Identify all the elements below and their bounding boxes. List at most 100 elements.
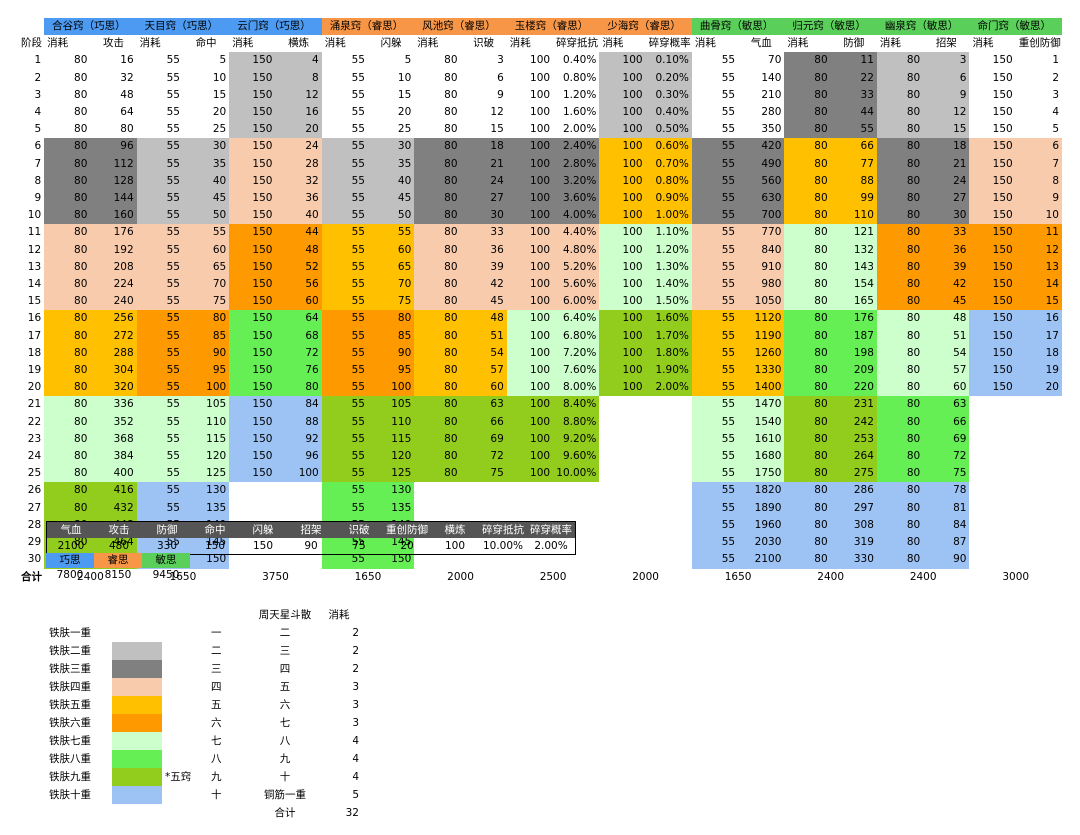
data-cell[interactable] bbox=[599, 431, 645, 448]
data-cell[interactable]: 60 bbox=[923, 379, 970, 397]
data-cell[interactable]: 0.40% bbox=[562, 54, 597, 67]
data-cell[interactable]: 8 bbox=[1015, 172, 1062, 191]
data-cell[interactable]: 18 bbox=[923, 138, 970, 156]
data-cell[interactable]: 80 bbox=[876, 499, 924, 517]
data-cell[interactable]: 14 bbox=[1015, 276, 1062, 294]
data-cell[interactable]: 87 bbox=[923, 534, 970, 552]
data-cell[interactable]: 150 bbox=[969, 155, 1016, 173]
data-cell[interactable]: 6.80% bbox=[553, 327, 600, 345]
data-cell[interactable]: 144 bbox=[90, 190, 137, 208]
data-cell[interactable]: 70 bbox=[768, 54, 782, 67]
stage-cell[interactable]: 18 bbox=[27, 346, 42, 359]
data-cell[interactable]: 12 bbox=[1015, 241, 1062, 259]
data-cell[interactable]: 80 bbox=[74, 54, 88, 67]
data-cell[interactable]: 0.80% bbox=[645, 172, 692, 191]
data-cell[interactable]: 1.30% bbox=[645, 258, 692, 277]
data-cell[interactable]: 92 bbox=[275, 430, 322, 449]
data-cell[interactable]: 55 bbox=[368, 224, 415, 242]
data-cell[interactable]: 80 bbox=[876, 362, 924, 380]
data-cell[interactable]: 150 bbox=[992, 54, 1013, 67]
stage-cell[interactable]: 2 bbox=[34, 71, 42, 84]
data-cell[interactable]: 1960 bbox=[738, 516, 785, 535]
data-cell[interactable] bbox=[599, 414, 645, 431]
data-cell[interactable]: 55 bbox=[321, 362, 368, 380]
data-cell[interactable]: 20 bbox=[275, 121, 322, 139]
data-cell[interactable]: 80 bbox=[784, 207, 831, 225]
data-cell[interactable] bbox=[599, 534, 645, 551]
data-cell[interactable]: 48 bbox=[120, 88, 134, 101]
data-cell[interactable]: 100 bbox=[599, 362, 646, 380]
data-cell[interactable]: 80 bbox=[182, 310, 230, 328]
data-cell[interactable]: 48 bbox=[275, 241, 322, 259]
data-cell[interactable]: 55 bbox=[321, 155, 368, 173]
data-cell[interactable]: 80 bbox=[876, 69, 924, 87]
data-cell[interactable]: 100 bbox=[506, 344, 554, 363]
data-cell[interactable]: 80 bbox=[876, 482, 924, 500]
data-cell[interactable] bbox=[461, 482, 507, 499]
data-cell[interactable]: 55 bbox=[136, 190, 183, 208]
data-cell[interactable]: 8.40% bbox=[553, 396, 600, 414]
data-cell[interactable]: 135 bbox=[182, 499, 230, 517]
data-cell[interactable]: 30 bbox=[460, 207, 507, 225]
data-cell[interactable]: 150 bbox=[992, 88, 1013, 101]
data-cell[interactable]: 60 bbox=[182, 241, 230, 259]
data-cell[interactable]: 400 bbox=[90, 465, 137, 483]
data-cell[interactable]: 80 bbox=[876, 172, 924, 191]
data-cell[interactable]: 35 bbox=[368, 155, 415, 173]
data-cell[interactable]: 80 bbox=[784, 121, 831, 139]
data-cell[interactable]: 55 bbox=[136, 293, 183, 311]
data-cell[interactable]: 55 bbox=[321, 448, 368, 466]
stage-cell[interactable]: 10 bbox=[27, 209, 42, 222]
data-cell[interactable]: 100 bbox=[599, 276, 646, 294]
data-cell[interactable]: 55 bbox=[136, 379, 183, 397]
data-cell[interactable]: 80 bbox=[414, 344, 461, 363]
data-cell[interactable] bbox=[1016, 465, 1062, 482]
data-cell[interactable]: 63 bbox=[923, 396, 970, 414]
data-cell[interactable]: 72 bbox=[923, 448, 970, 466]
data-cell[interactable]: 51 bbox=[923, 327, 970, 345]
data-cell[interactable]: 55 bbox=[691, 310, 739, 328]
data-cell[interactable]: 80 bbox=[44, 430, 91, 449]
stage-cell[interactable]: 11 bbox=[27, 226, 42, 239]
data-cell[interactable]: 55 bbox=[321, 465, 368, 483]
data-cell[interactable]: 150 bbox=[229, 52, 276, 70]
data-cell[interactable]: 80 bbox=[784, 516, 831, 535]
data-cell[interactable]: 272 bbox=[90, 327, 137, 345]
data-cell[interactable]: 150 bbox=[229, 155, 276, 173]
data-cell[interactable]: 1400 bbox=[738, 379, 785, 397]
stats-spreadsheet[interactable]: 合谷窍（巧思） 天目窍（巧思） 云门窍（巧思） 涌泉窍（睿思） 风池窍（睿思） 玉楼窍（睿… bbox=[18, 18, 1062, 586]
data-cell[interactable]: 69 bbox=[923, 430, 970, 449]
data-cell[interactable]: 15 bbox=[923, 121, 970, 139]
data-cell[interactable]: 150 bbox=[229, 121, 276, 139]
data-cell[interactable]: 50 bbox=[182, 207, 230, 225]
stage-cell[interactable]: 29 bbox=[27, 536, 42, 549]
data-cell[interactable]: 150 bbox=[229, 241, 276, 259]
data-cell[interactable]: 0.10% bbox=[645, 52, 692, 70]
data-cell[interactable]: 80 bbox=[414, 276, 461, 294]
data-cell[interactable]: 160 bbox=[90, 207, 137, 225]
data-cell[interactable]: 21 bbox=[923, 155, 970, 173]
stage-cell[interactable]: 25 bbox=[27, 467, 42, 480]
data-cell[interactable]: 0.50% bbox=[645, 121, 692, 139]
data-cell[interactable]: 80 bbox=[368, 310, 415, 328]
data-cell[interactable] bbox=[599, 500, 645, 517]
data-cell[interactable]: 84 bbox=[275, 396, 322, 414]
data-cell[interactable]: 16 bbox=[275, 104, 322, 122]
data-cell[interactable]: 80 bbox=[414, 327, 461, 345]
data-cell[interactable]: 2 bbox=[1052, 71, 1059, 84]
data-cell[interactable]: 80 bbox=[44, 448, 91, 466]
data-cell[interactable]: 100 bbox=[599, 172, 646, 191]
data-cell[interactable]: 80 bbox=[784, 52, 831, 70]
data-cell[interactable]: 140 bbox=[761, 71, 782, 84]
data-cell[interactable]: 80 bbox=[784, 551, 831, 569]
data-cell[interactable]: 210 bbox=[761, 88, 782, 101]
data-cell[interactable]: 100 bbox=[599, 293, 646, 311]
data-cell[interactable]: 80 bbox=[876, 551, 924, 569]
group-header-5[interactable]: 风池窍（睿思） bbox=[414, 18, 507, 36]
data-cell[interactable]: 1 bbox=[1052, 54, 1059, 67]
data-cell[interactable] bbox=[646, 517, 692, 534]
data-cell[interactable]: 100 bbox=[599, 327, 646, 345]
data-cell[interactable]: 80 bbox=[44, 224, 91, 242]
data-cell[interactable]: 80 bbox=[876, 379, 924, 397]
data-cell[interactable]: 100 bbox=[599, 86, 646, 105]
